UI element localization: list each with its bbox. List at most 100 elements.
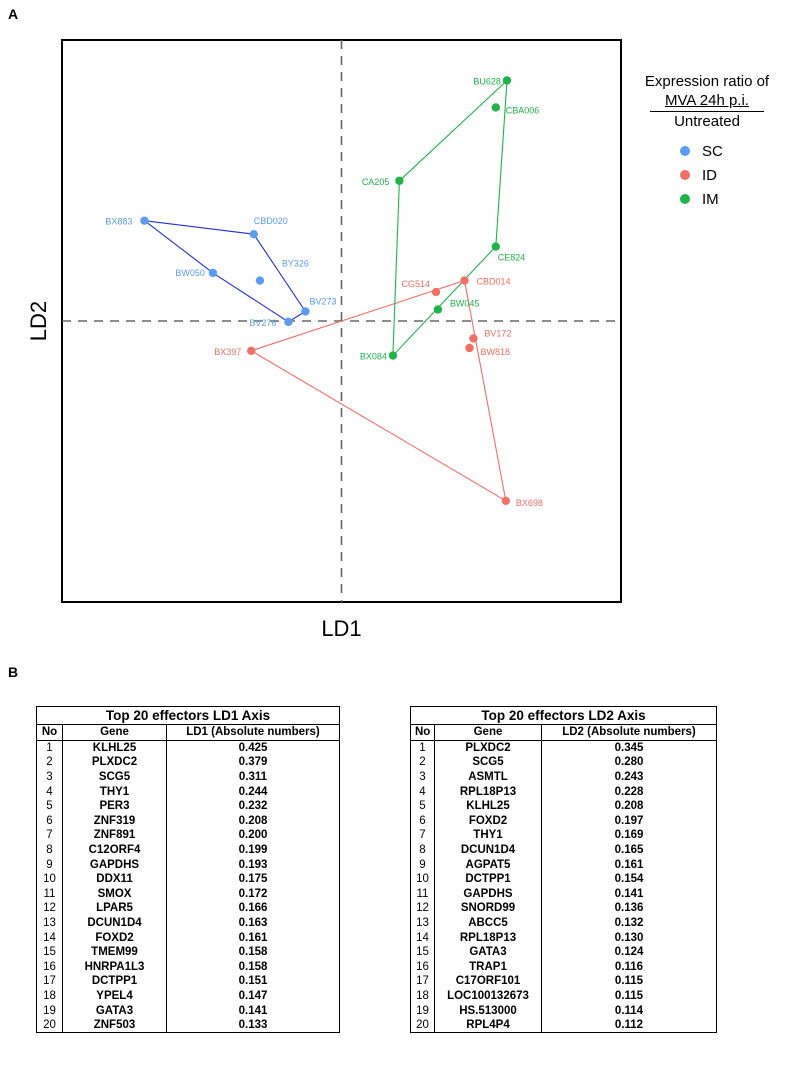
point-label-bw050: BW050 — [175, 268, 205, 278]
table-row: 6 FOXD2 0.197 — [410, 813, 717, 829]
table-row: 17 DCTPP1 0.151 — [36, 974, 340, 989]
row-number: 6 — [36, 813, 63, 829]
table-row: 2 PLXDC2 0.379 — [36, 755, 340, 770]
ld1-header-value: LD1 (Absolute numbers) — [166, 724, 340, 741]
legend-dot-sc — [680, 146, 690, 156]
coefficient-value: 0.172 — [166, 886, 340, 902]
point-label-bx698: BX698 — [516, 498, 543, 508]
table-row: 8 DCUN1D4 0.165 — [410, 842, 717, 858]
gene-name: GAPDHS — [434, 886, 542, 902]
row-number: 9 — [410, 857, 435, 872]
row-number: 20 — [410, 1017, 435, 1034]
coefficient-value: 0.115 — [541, 974, 717, 989]
coefficient-value: 0.163 — [166, 915, 340, 931]
ld2-header-no: No — [410, 724, 435, 741]
coefficient-value: 0.280 — [541, 755, 717, 770]
coefficient-value: 0.243 — [541, 769, 717, 785]
table-row: 20 ZNF503 0.133 — [36, 1017, 340, 1034]
point-label-cba006: CBA006 — [506, 105, 540, 115]
gene-name: FOXD2 — [434, 813, 542, 829]
table-row: 3 ASMTL 0.243 — [410, 769, 717, 785]
legend-item-im: IM — [680, 187, 782, 211]
gene-name: GATA3 — [434, 944, 542, 960]
gene-name: THY1 — [434, 828, 542, 843]
gene-name: HS.513000 — [434, 1003, 542, 1018]
point-bw818 — [465, 343, 474, 353]
coefficient-value: 0.161 — [166, 930, 340, 945]
gene-name: SMOX — [62, 886, 167, 902]
point-label-bx397: BX397 — [214, 347, 241, 357]
gene-name: LPAR5 — [62, 901, 167, 916]
row-number: 16 — [36, 959, 63, 975]
gene-name: GATA3 — [62, 1003, 167, 1018]
row-number: 10 — [36, 871, 63, 887]
ld2-header-gene: Gene — [434, 724, 542, 741]
gene-name: DCTPP1 — [62, 974, 167, 989]
legend-label-im: IM — [702, 190, 719, 208]
row-number: 19 — [36, 1003, 63, 1018]
row-number: 10 — [410, 871, 435, 887]
coefficient-value: 0.116 — [541, 959, 717, 975]
point-label-by326: BY326 — [282, 259, 309, 269]
coefficient-value: 0.169 — [541, 828, 717, 843]
ld1-effectors-table: Top 20 effectors LD1 Axis No Gene LD1 (A… — [36, 706, 340, 1034]
coefficient-value: 0.115 — [541, 988, 717, 1004]
coefficient-value: 0.199 — [166, 842, 340, 858]
gene-name: ABCC5 — [434, 915, 542, 931]
row-number: 4 — [410, 784, 435, 799]
row-number: 13 — [410, 915, 435, 931]
gene-name: ZNF891 — [62, 828, 167, 843]
row-number: 2 — [410, 755, 435, 770]
table-row: 16 TRAP1 0.116 — [410, 959, 717, 975]
point-label-cbd020: CBD020 — [254, 216, 288, 226]
coefficient-value: 0.208 — [541, 798, 717, 814]
table-row: 16 HNRPA1L3 0.158 — [36, 959, 340, 975]
row-number: 17 — [410, 974, 435, 989]
gene-name: TMEM99 — [62, 944, 167, 960]
ld2-header-value: LD2 (Absolute numbers) — [541, 724, 717, 741]
gene-name: AGPAT5 — [434, 857, 542, 872]
gene-name: GAPDHS — [62, 857, 167, 872]
table-row: 3 SCG5 0.311 — [36, 769, 340, 785]
gene-name: PER3 — [62, 798, 167, 814]
coefficient-value: 0.141 — [541, 886, 717, 902]
gene-name: ZNF319 — [62, 813, 167, 829]
row-number: 15 — [410, 944, 435, 960]
legend-label-sc: SC — [702, 142, 723, 160]
row-number: 17 — [36, 974, 63, 989]
coefficient-value: 0.425 — [166, 740, 340, 756]
table-row: 15 TMEM99 0.158 — [36, 944, 340, 960]
table-row: 13 DCUN1D4 0.163 — [36, 915, 340, 931]
table-row: 9 AGPAT5 0.161 — [410, 857, 717, 872]
y-axis-label: LD2 — [26, 301, 51, 341]
panel-label-b: B — [8, 664, 19, 680]
coefficient-value: 0.244 — [166, 784, 340, 799]
point-label-ce824: CE824 — [498, 253, 526, 263]
table-row: 18 YPEL4 0.147 — [36, 988, 340, 1004]
point-label-cg514: CG514 — [401, 279, 430, 289]
legend-label-id: ID — [702, 166, 717, 184]
row-number: 11 — [410, 886, 435, 902]
point-label-ca205: CA205 — [362, 177, 390, 187]
row-number: 2 — [36, 755, 63, 770]
gene-name: DCUN1D4 — [434, 842, 542, 858]
coefficient-value: 0.158 — [166, 959, 340, 975]
point-label-cbd014: CBD014 — [476, 277, 510, 287]
table-row: 14 RPL18P13 0.130 — [410, 930, 717, 945]
gene-name: DCTPP1 — [434, 871, 542, 887]
gene-name: FOXD2 — [62, 930, 167, 945]
table-row: 11 SMOX 0.172 — [36, 886, 340, 902]
legend-title-line3: Untreated — [650, 111, 764, 131]
table-row: 1 KLHL25 0.425 — [36, 740, 340, 756]
row-number: 1 — [36, 740, 63, 756]
coefficient-value: 0.133 — [166, 1017, 340, 1034]
table-row: 8 C12ORF4 0.199 — [36, 842, 340, 858]
lda-scatter-plot: BX883 CBD020 BW050 BY326 BV273 BV276 CG514 CBD0… — [26, 39, 622, 641]
table-row: 7 THY1 0.169 — [410, 828, 717, 843]
coefficient-value: 0.345 — [541, 740, 717, 756]
coefficient-value: 0.175 — [166, 871, 340, 887]
gene-name: C17ORF101 — [434, 974, 542, 989]
point-cbd014 — [460, 276, 469, 285]
table-row: 4 RPL18P13 0.228 — [410, 784, 717, 799]
table-row: 15 GATA3 0.124 — [410, 944, 717, 960]
